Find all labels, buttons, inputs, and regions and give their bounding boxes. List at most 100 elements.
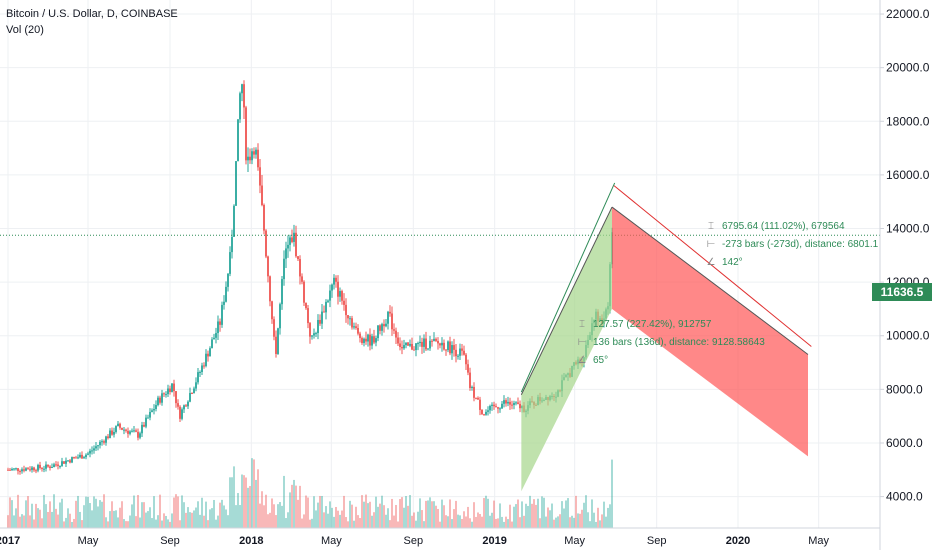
volume-bar [561, 501, 563, 528]
volume-bar [389, 520, 391, 528]
price-range-icon: ⌶ [579, 319, 585, 330]
volume-bar [469, 518, 471, 528]
up-measure-angle: 65° [593, 355, 609, 366]
volume-bar [467, 506, 469, 528]
candle-body [135, 430, 137, 432]
candle-body [155, 405, 157, 410]
volume-bar [533, 499, 535, 528]
candle-body [385, 323, 387, 327]
volume-bar [573, 517, 575, 528]
candle-body [355, 326, 357, 329]
volume-bar [101, 501, 103, 528]
candle-body [507, 401, 509, 404]
volume-bar [531, 503, 533, 528]
volume-bar [357, 515, 359, 528]
candle-body [167, 388, 169, 395]
volume-bar [243, 475, 245, 528]
candle-body [249, 156, 251, 161]
x-tick-label: Sep [160, 535, 180, 547]
volume-bar [413, 512, 415, 528]
volume-bar [495, 518, 497, 528]
volume-bar [347, 521, 349, 528]
candle-body [291, 237, 293, 242]
volume-bar [205, 501, 207, 528]
volume-bar [507, 519, 509, 528]
volume-bar [115, 510, 117, 528]
volume-bar [51, 511, 53, 528]
candle-body [199, 372, 201, 374]
volume-bar [241, 474, 243, 528]
volume-bar [323, 512, 325, 528]
candle-body [111, 430, 113, 435]
candle-body [39, 464, 41, 468]
candle-body [131, 430, 133, 432]
volume-bar [459, 515, 461, 528]
candle-body [213, 337, 215, 340]
candle-body [209, 348, 211, 357]
volume-bar [407, 505, 409, 528]
volume-bar [41, 518, 43, 528]
volume-bar [277, 504, 279, 528]
candle-body [503, 400, 505, 404]
volume-bar [103, 494, 105, 528]
volume-bar [299, 485, 301, 528]
volume-bar [525, 503, 527, 528]
volume-bar [197, 501, 199, 528]
y-tick-label: 14000.0 [886, 222, 930, 236]
volume-bar [597, 507, 599, 528]
volume-bar [123, 519, 125, 528]
volume-bar [47, 511, 49, 528]
volume-bar [111, 501, 113, 528]
volume-bar [207, 520, 209, 528]
candle-body [75, 457, 77, 459]
candle-body [205, 353, 207, 367]
candle-body [459, 348, 461, 356]
volume-bar [325, 506, 327, 528]
candle-body [231, 236, 233, 253]
x-tick-label: Sep [647, 535, 667, 547]
volume-bar [309, 519, 311, 528]
candle-body [375, 338, 377, 343]
candle-body [303, 281, 305, 303]
candle-body [299, 259, 301, 277]
candle-body [455, 349, 457, 357]
candle-body [479, 399, 481, 410]
volume-bar [611, 459, 613, 528]
candle-body [83, 457, 85, 459]
volume-bar [345, 517, 347, 528]
volume-bar [453, 509, 455, 528]
volume-bar [353, 520, 355, 528]
candle-body [197, 372, 199, 383]
candle-body [497, 407, 499, 409]
candle-body [277, 328, 279, 354]
candle-body [41, 467, 43, 469]
volume-bar [183, 502, 185, 528]
candle-body [35, 470, 37, 472]
volume-bar [259, 503, 261, 528]
volume-bar [423, 521, 425, 528]
volume-bar [251, 458, 253, 528]
candle-body [179, 406, 181, 419]
candle-body [517, 402, 519, 404]
candle-body [255, 149, 257, 155]
candle-body [275, 336, 277, 354]
candle-body [183, 405, 185, 410]
volume-bar [501, 516, 503, 528]
down-channel-trendline [613, 185, 812, 347]
volume-bar [211, 508, 213, 528]
volume-bar [253, 459, 255, 528]
candle-body [285, 248, 287, 259]
volume-bar [45, 504, 47, 528]
candle-body [443, 342, 445, 350]
candle-body [169, 388, 171, 392]
volume-bar [575, 495, 577, 528]
candle-body [193, 388, 195, 394]
angle-icon: ∠ [577, 355, 587, 366]
volume-bar [289, 492, 291, 528]
candle-body [399, 343, 401, 347]
candle-body [441, 342, 443, 346]
volume-bar [339, 514, 341, 528]
candle-body [419, 341, 421, 344]
volume-bar [589, 521, 591, 528]
